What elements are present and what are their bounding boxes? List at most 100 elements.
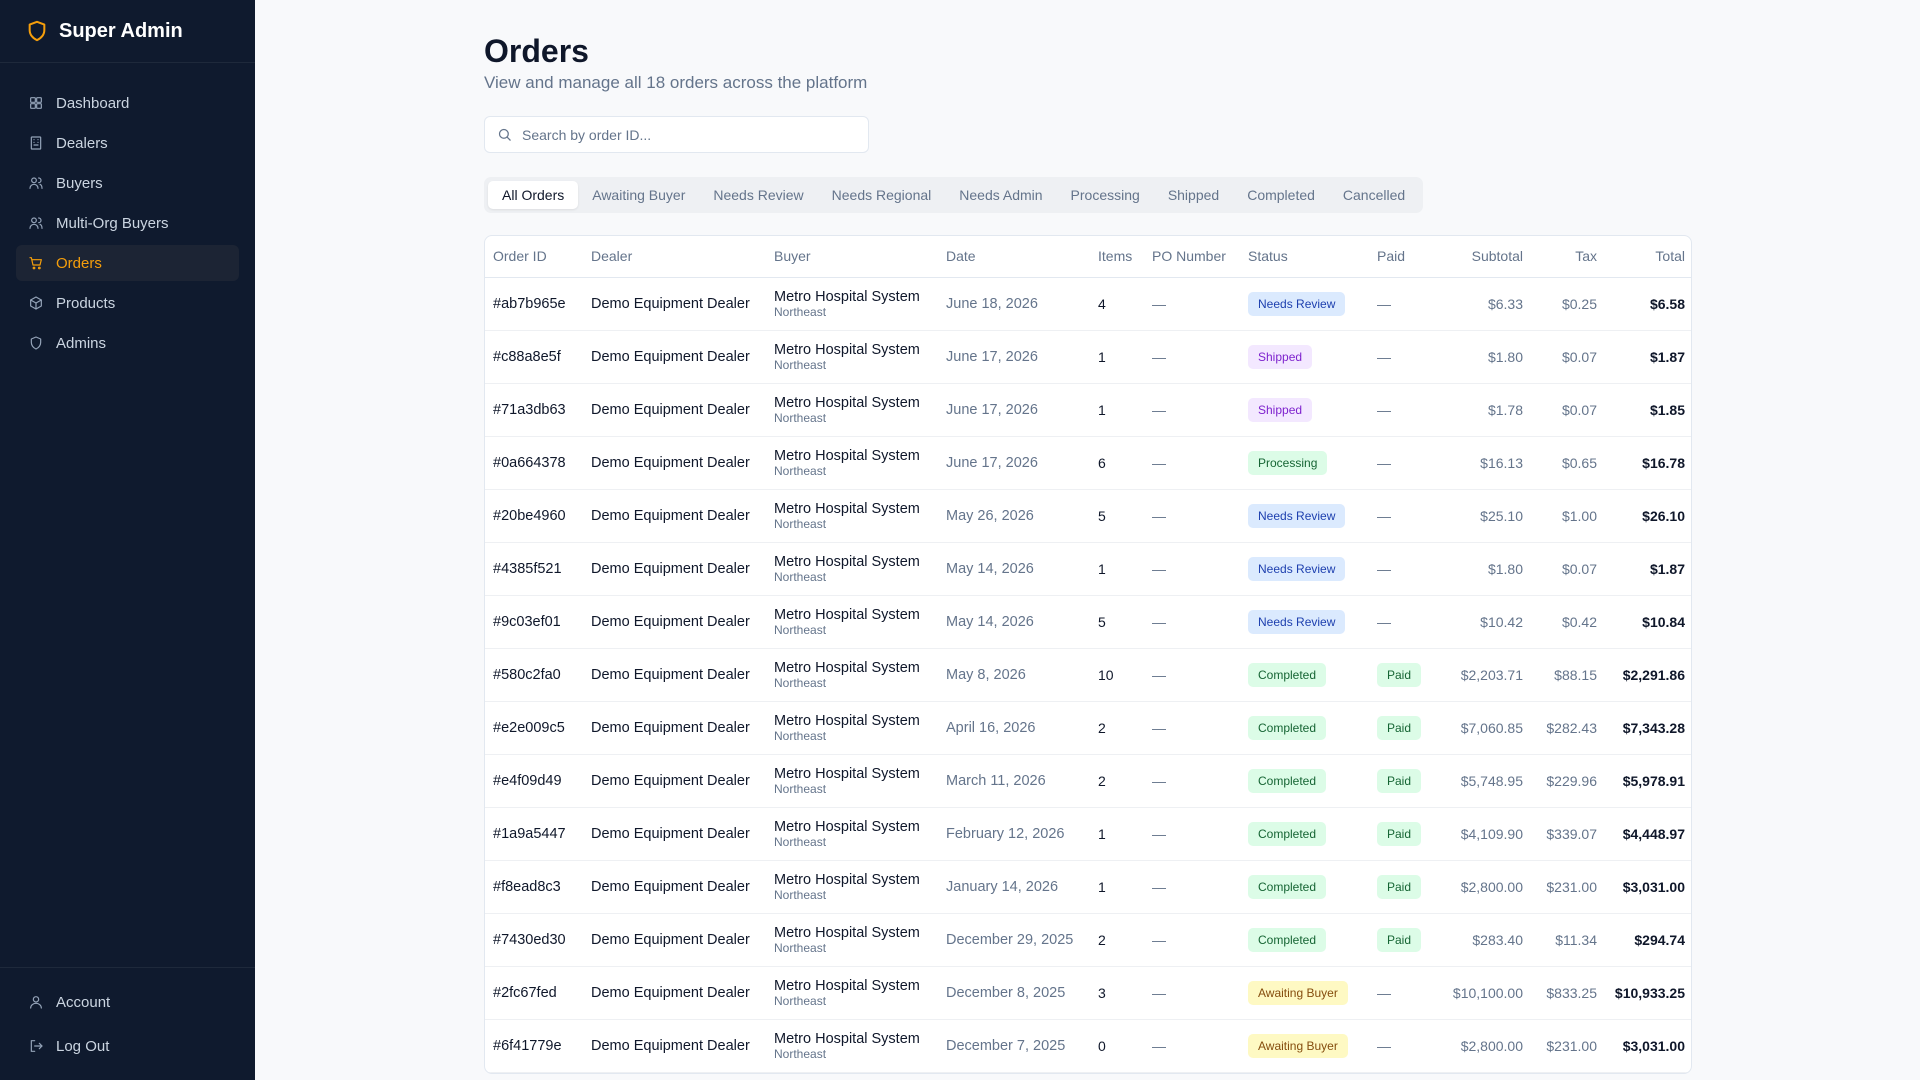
sidebar-item-buyers[interactable]: Buyers xyxy=(16,165,239,201)
tab-awaiting-buyer[interactable]: Awaiting Buyer xyxy=(592,187,686,203)
table-row[interactable]: #4385f521 Demo Equipment Dealer Metro Hosp… xyxy=(485,542,1691,596)
shield-logo-icon xyxy=(28,20,46,42)
search-input[interactable] xyxy=(522,126,842,143)
paid-value: — xyxy=(1377,295,1391,312)
table-row[interactable]: #580c2fa0 Demo Equipment Dealer Metro Hosp… xyxy=(485,648,1691,702)
table-row[interactable]: #e4f09d49 Demo Equipment Dealer Metro Hosp… xyxy=(485,754,1691,808)
buyer-region: Northeast xyxy=(774,781,827,796)
status-badge: Shipped xyxy=(1248,344,1313,369)
order-id-link[interactable]: #7430ed30 xyxy=(493,932,566,948)
tab-needs-review[interactable]: Needs Review xyxy=(713,187,804,203)
sidebar-item-orders[interactable]: Orders xyxy=(16,245,239,281)
table-row[interactable]: #20be4960 Demo Equipment Dealer Metro Hosp… xyxy=(485,489,1691,543)
tab-completed[interactable]: Completed xyxy=(1247,187,1315,203)
order-id-link[interactable]: #e4f09d49 xyxy=(493,773,562,789)
table-row[interactable]: #2fc67fed Demo Equipment Dealer Metro Hosp… xyxy=(485,966,1691,1020)
order-id-link[interactable]: #1a9a5447 xyxy=(493,826,566,842)
order-id-link[interactable]: #9c03ef01 xyxy=(493,614,561,630)
order-id-link[interactable]: #2fc67fed xyxy=(493,985,557,1001)
sidebar-item-log-out[interactable]: Log Out xyxy=(16,1026,239,1066)
tab-needs-regional[interactable]: Needs Regional xyxy=(831,187,932,203)
po-number: — xyxy=(1152,666,1166,683)
sidebar-item-label: Products xyxy=(56,294,116,312)
buyer-name: Metro Hospital System xyxy=(774,500,920,517)
shield-icon xyxy=(30,336,42,350)
buyer-name: Metro Hospital System xyxy=(774,288,920,305)
subtotal: $2,203.71 xyxy=(1460,666,1523,683)
order-id-link[interactable]: #e2e009c5 xyxy=(493,720,565,736)
tax: $282.43 xyxy=(1546,719,1597,736)
tab-needs-admin[interactable]: Needs Admin xyxy=(959,187,1043,203)
sidebar-item-admins[interactable]: Admins xyxy=(16,325,239,361)
item-count: 6 xyxy=(1098,454,1106,471)
sidebar-item-account[interactable]: Account xyxy=(16,982,239,1022)
tax: $339.07 xyxy=(1546,825,1597,842)
paid-value: — xyxy=(1377,401,1391,418)
sidebar-item-label: Log Out xyxy=(56,1037,110,1055)
paid-badge: Paid xyxy=(1377,715,1422,740)
table-row[interactable]: #ab7b965e Demo Equipment Dealer Metro Hosp… xyxy=(485,277,1691,331)
order-date: May 14, 2026 xyxy=(946,614,1034,630)
order-id-link[interactable]: #4385f521 xyxy=(493,561,562,577)
po-number: — xyxy=(1152,984,1166,1001)
order-id-link[interactable]: #c88a8e5f xyxy=(493,349,561,365)
dealer-name: Demo Equipment Dealer xyxy=(591,1038,750,1054)
buyer-name: Metro Hospital System xyxy=(774,871,920,888)
search-box[interactable] xyxy=(484,116,869,153)
order-id-link[interactable]: #20be4960 xyxy=(493,508,566,524)
sidebar-item-label: Dealers xyxy=(56,134,108,152)
tab-all-orders[interactable]: All Orders xyxy=(488,181,579,209)
table-row[interactable]: #e2e009c5 Demo Equipment Dealer Metro Hosp… xyxy=(485,701,1691,755)
tab-processing[interactable]: Processing xyxy=(1070,187,1140,203)
column-header-subtotal: Subtotal xyxy=(1441,236,1531,278)
sidebar-item-dealers[interactable]: Dealers xyxy=(16,125,239,161)
sidebar-item-multi-org-buyers[interactable]: Multi-Org Buyers xyxy=(16,205,239,241)
tab-shipped[interactable]: Shipped xyxy=(1167,187,1220,203)
table-row[interactable]: #6f41779e Demo Equipment Dealer Metro Hosp… xyxy=(485,1019,1691,1073)
order-id-link[interactable]: #6f41779e xyxy=(493,1038,562,1054)
sidebar-item-products[interactable]: Products xyxy=(16,285,239,321)
order-date: January 14, 2026 xyxy=(946,879,1059,895)
buyer-name: Metro Hospital System xyxy=(774,977,920,994)
total: $7,343.28 xyxy=(1622,719,1685,736)
status-badge: Completed xyxy=(1248,821,1327,846)
po-number: — xyxy=(1152,613,1166,630)
tax: $231.00 xyxy=(1546,878,1597,895)
paid-badge: Paid xyxy=(1377,662,1422,687)
item-count: 1 xyxy=(1098,348,1106,365)
item-count: 1 xyxy=(1098,560,1106,577)
table-row[interactable]: #71a3db63 Demo Equipment Dealer Metro Hosp… xyxy=(485,383,1691,437)
table-row[interactable]: #c88a8e5f Demo Equipment Dealer Metro Hosp… xyxy=(485,330,1691,384)
subtotal: $25.10 xyxy=(1480,507,1523,524)
search-icon xyxy=(498,128,511,141)
table-row[interactable]: #9c03ef01 Demo Equipment Dealer Metro Hosp… xyxy=(485,595,1691,649)
subtotal: $10.42 xyxy=(1480,613,1523,630)
order-id-link[interactable]: #f8ead8c3 xyxy=(493,879,561,895)
buyer-region: Northeast xyxy=(774,463,827,478)
column-header-po-number: PO Number xyxy=(1144,236,1240,278)
box-icon xyxy=(30,296,42,310)
order-id-link[interactable]: #ab7b965e xyxy=(493,296,566,312)
page-title: Orders xyxy=(484,33,589,69)
sidebar-item-dashboard[interactable]: Dashboard xyxy=(16,85,239,121)
tax: $0.07 xyxy=(1561,348,1597,365)
buyer-region: Northeast xyxy=(774,728,827,743)
tab-cancelled[interactable]: Cancelled xyxy=(1342,187,1406,203)
paid-value: — xyxy=(1377,613,1391,630)
total: $4,448.97 xyxy=(1622,825,1685,842)
table-row[interactable]: #7430ed30 Demo Equipment Dealer Metro Hosp… xyxy=(485,913,1691,967)
order-id-link[interactable]: #580c2fa0 xyxy=(493,667,561,683)
item-count: 4 xyxy=(1098,295,1106,312)
total: $1.87 xyxy=(1649,560,1685,577)
subtotal: $5,748.95 xyxy=(1460,772,1523,789)
table-row[interactable]: #1a9a5447 Demo Equipment Dealer Metro Hosp… xyxy=(485,807,1691,861)
table-row[interactable]: #0a664378 Demo Equipment Dealer Metro Hosp… xyxy=(485,436,1691,490)
subtotal: $2,800.00 xyxy=(1460,1037,1523,1054)
order-date: December 8, 2025 xyxy=(946,985,1066,1001)
table-row[interactable]: #f8ead8c3 Demo Equipment Dealer Metro Hosp… xyxy=(485,860,1691,914)
buyer-name: Metro Hospital System xyxy=(774,659,920,676)
order-id-link[interactable]: #0a664378 xyxy=(493,455,566,471)
column-header-status: Status xyxy=(1240,236,1369,278)
users-icon xyxy=(29,217,43,229)
order-id-link[interactable]: #71a3db63 xyxy=(493,402,566,418)
